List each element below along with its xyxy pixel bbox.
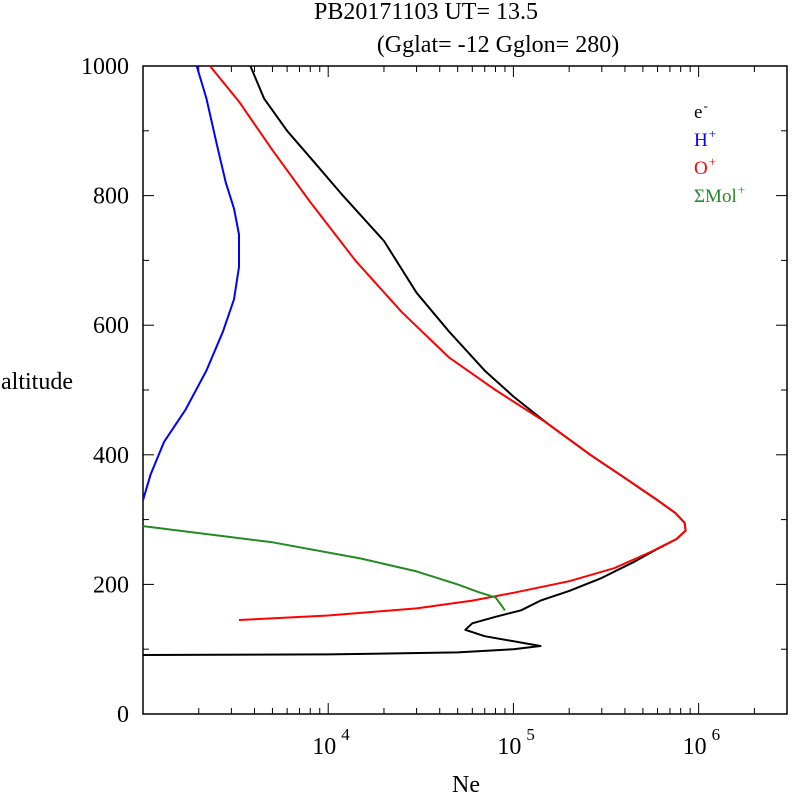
series-line xyxy=(209,65,687,621)
series-line xyxy=(142,525,506,611)
legend-item-superscript: + xyxy=(738,182,745,197)
axis-ticks xyxy=(142,65,788,715)
x-tick-label: 10 xyxy=(312,734,336,760)
x-tick-label-exponent: 5 xyxy=(526,725,535,744)
series-line xyxy=(142,65,687,656)
y-tick-label: 600 xyxy=(93,313,129,339)
series-line xyxy=(142,65,240,501)
y-tick-label: 0 xyxy=(117,702,129,728)
legend-item: O xyxy=(694,158,708,179)
x-tick-label-exponent: 4 xyxy=(341,725,350,744)
y-tick-label: 400 xyxy=(93,443,129,469)
series-lines xyxy=(142,65,687,656)
x-tick-label-exponent: 6 xyxy=(712,725,721,744)
legend-item: H xyxy=(694,130,708,151)
chart-title-line1: PB20171103 UT= 13.5 xyxy=(314,0,538,25)
plot-frame xyxy=(142,65,788,715)
legend-item-superscript: + xyxy=(709,154,716,169)
x-axis-label: Ne xyxy=(452,772,480,795)
y-tick-label: 200 xyxy=(93,572,129,598)
legend-item-superscript: - xyxy=(703,98,707,113)
legend-item-superscript: + xyxy=(709,126,716,141)
legend: e -H +O +ΣMol + xyxy=(694,98,745,207)
y-tick-label: 800 xyxy=(93,184,129,210)
chart-title-line2: (Gglat= -12 Gglon= 280) xyxy=(377,32,619,58)
x-tick-label: 10 xyxy=(683,734,707,760)
y-axis-label: altitude xyxy=(1,369,73,395)
y-tick-label: 1000 xyxy=(81,54,129,80)
legend-item: ΣMol xyxy=(694,186,737,207)
y-tick-labels: 0 200 400 600 800 1000 xyxy=(81,54,129,728)
x-tick-label: 10 xyxy=(497,734,521,760)
x-tick-labels: 10 4 10 5 10 6 xyxy=(312,725,720,760)
legend-item: e xyxy=(694,102,702,123)
